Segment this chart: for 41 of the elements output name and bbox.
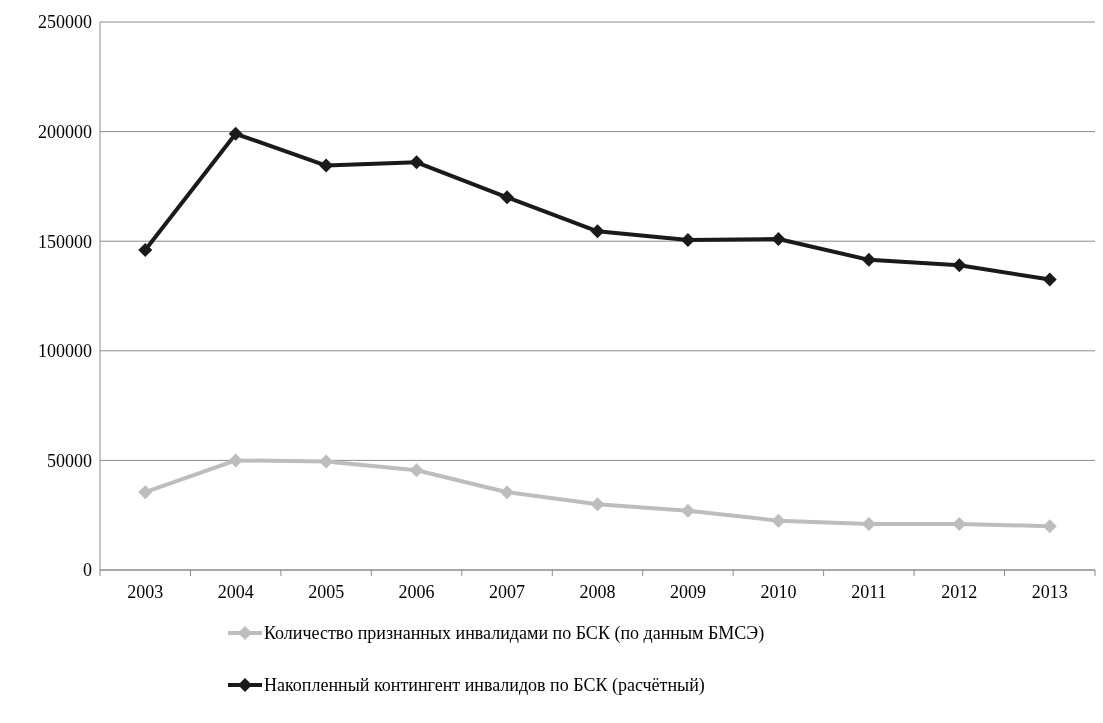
point xyxy=(680,233,695,248)
x-tick-label: 2009 xyxy=(669,582,706,602)
x-tick-label: 2012 xyxy=(941,582,978,602)
point xyxy=(138,242,153,257)
y-tick-label: 0 xyxy=(83,560,92,581)
point xyxy=(1042,519,1057,534)
point xyxy=(590,224,605,239)
point xyxy=(500,190,515,205)
point xyxy=(771,232,786,247)
point xyxy=(228,126,243,141)
point xyxy=(138,485,153,500)
point xyxy=(861,516,876,531)
x-tick-label: 2007 xyxy=(489,582,526,602)
y-tick-label: 200000 xyxy=(38,121,92,142)
point xyxy=(1042,272,1057,287)
legend-label: Количество признанных инвалидами по БСК (по данным БМСЭ) xyxy=(264,623,765,645)
y-tick-label: 250000 xyxy=(38,12,92,33)
x-tick-label: 2008 xyxy=(579,582,616,602)
y-tick-label: 150000 xyxy=(38,231,92,252)
point xyxy=(409,463,424,478)
x-tick-label: 2003 xyxy=(127,582,164,602)
x-tick-label: 2010 xyxy=(760,582,797,602)
x-tick-label: 2013 xyxy=(1031,582,1068,602)
y-tick-label: 50000 xyxy=(47,450,92,471)
point xyxy=(500,485,515,500)
x-tick-label: 2005 xyxy=(308,582,345,602)
point xyxy=(590,497,605,512)
point xyxy=(319,158,334,173)
point xyxy=(319,454,334,469)
x-tick-label: 2004 xyxy=(217,582,254,602)
legend-label: Накопленный контингент инвалидов по БСК (расчётный) xyxy=(264,675,705,697)
point xyxy=(952,516,967,531)
x-tick-label: 2011 xyxy=(851,582,887,602)
y-tick-label: 100000 xyxy=(38,341,92,362)
point xyxy=(228,453,243,468)
point xyxy=(409,155,424,170)
point xyxy=(771,513,786,528)
point xyxy=(680,503,695,518)
x-tick-label: 2006 xyxy=(398,582,435,602)
point xyxy=(861,252,876,267)
point xyxy=(952,258,967,273)
